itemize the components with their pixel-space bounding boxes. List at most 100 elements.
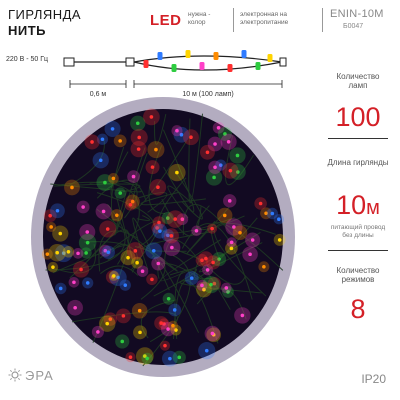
- bulb: [277, 238, 282, 242]
- diagram-bulb: [267, 54, 273, 62]
- wire-tangle: [45, 113, 284, 367]
- spec-divider: [328, 250, 388, 251]
- wire-strand: [157, 177, 235, 234]
- bulb: [118, 191, 123, 195]
- bulb: [58, 231, 63, 236]
- wire-strand: [182, 204, 235, 238]
- bulb: [49, 225, 53, 229]
- bulb: [110, 127, 115, 131]
- bulb: [108, 317, 113, 321]
- bulb: [126, 255, 130, 260]
- wire-strand: [206, 265, 247, 285]
- bulb: [227, 199, 232, 203]
- wire-strand: [148, 145, 166, 214]
- bulb: [166, 233, 170, 238]
- bulb: [76, 251, 80, 256]
- wire-strand: [112, 243, 128, 252]
- bulb: [166, 296, 171, 301]
- sun-logo-icon: [8, 368, 22, 382]
- bulb: [248, 252, 252, 257]
- wire-strand: [140, 299, 177, 339]
- model-number: ENIN-10M: [330, 8, 384, 20]
- bulb: [145, 356, 149, 361]
- wire-strand: [53, 183, 141, 193]
- wire-strand: [154, 113, 167, 145]
- bulb: [155, 226, 159, 230]
- bulb: [121, 314, 126, 318]
- bulb: [137, 308, 142, 313]
- bulb: [156, 261, 161, 266]
- bulb: [180, 217, 185, 221]
- wire-strand: [96, 208, 178, 272]
- bulb: [150, 165, 155, 169]
- article-number: Б0047: [343, 23, 364, 30]
- spec-value-length: 10м: [326, 190, 390, 221]
- bulb: [205, 268, 210, 272]
- end-cap-icon: [279, 57, 287, 67]
- wire-strand: [160, 239, 229, 282]
- bulb: [158, 229, 162, 233]
- bulb: [143, 354, 147, 358]
- wire-strand: [140, 191, 206, 206]
- spec-value-lamps: 100: [335, 102, 381, 132]
- bulb: [166, 327, 170, 331]
- wire-strand: [82, 229, 130, 343]
- bulb: [175, 170, 179, 175]
- header-divider: [322, 8, 323, 32]
- bulb: [128, 355, 133, 359]
- bulb: [45, 252, 50, 256]
- bulb: [212, 281, 217, 286]
- wire-strand: [84, 241, 138, 273]
- wire-strand: [55, 244, 96, 274]
- bulb: [85, 230, 90, 234]
- bulb: [232, 225, 236, 229]
- header-divider: [233, 8, 234, 32]
- bulb: [151, 248, 156, 253]
- wire-strand: [50, 183, 142, 193]
- bulb: [123, 283, 128, 287]
- wire-strand: [142, 230, 215, 252]
- bulb: [66, 250, 71, 254]
- bulb: [103, 180, 107, 185]
- led-subtitle: нужна - колор: [188, 11, 211, 26]
- wire-strand: [196, 205, 245, 231]
- bulb: [194, 228, 199, 233]
- bulb: [79, 267, 83, 272]
- bulb: [85, 240, 90, 245]
- bulb: [133, 249, 138, 253]
- wire-strand: [71, 311, 179, 343]
- bulb: [200, 283, 204, 288]
- wire-strand: [142, 255, 191, 367]
- bulb: [106, 250, 111, 255]
- spec-label-lamps: Количество ламп: [336, 72, 380, 90]
- wire-strand: [45, 204, 126, 271]
- string-wire: [133, 61, 283, 71]
- wire-strand: [172, 248, 204, 261]
- bulb: [100, 137, 105, 142]
- bulb: [236, 170, 240, 174]
- bulb: [226, 290, 230, 294]
- diagram-bulb: [185, 50, 191, 58]
- wire-strand: [225, 135, 255, 186]
- wire-strand: [98, 230, 138, 272]
- bulb: [235, 153, 240, 158]
- bulb: [224, 286, 229, 290]
- bulb: [98, 158, 103, 163]
- bulb: [212, 175, 216, 180]
- bulb: [55, 250, 59, 255]
- bulb: [116, 275, 120, 280]
- wire-strand: [188, 113, 204, 204]
- wire-strand: [174, 269, 207, 339]
- bulb: [135, 260, 139, 265]
- bulb: [157, 220, 161, 225]
- bulb: [264, 211, 268, 216]
- bulb: [240, 313, 245, 318]
- bulb: [216, 125, 221, 130]
- bulb: [169, 234, 174, 238]
- bulb: [202, 287, 206, 292]
- bulb: [250, 238, 255, 242]
- bulb: [168, 356, 172, 361]
- wire-strand: [179, 277, 262, 294]
- bulb: [258, 201, 263, 206]
- bulb: [229, 246, 234, 251]
